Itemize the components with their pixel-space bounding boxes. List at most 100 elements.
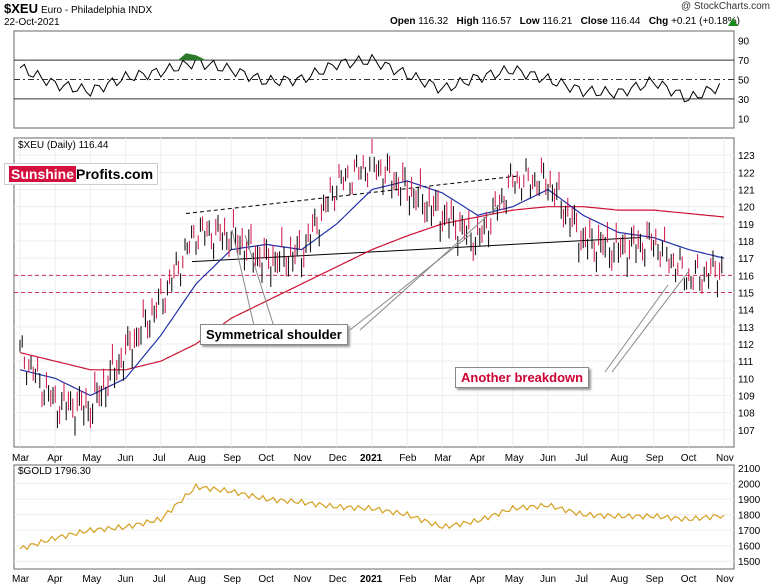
gold-panel-label: $GOLD 1796.30 [18, 466, 91, 477]
price-tick-label: 118 [738, 237, 754, 248]
gold-tick-label: 1500 [738, 557, 761, 568]
chg-label: Chg [648, 16, 669, 27]
ma-50-line [19, 180, 725, 397]
gold-x-tick-label: Mar [12, 574, 30, 585]
gold-tick-label: 1900 [738, 495, 761, 506]
gold-x-tick-label: Aug [610, 574, 628, 585]
breakdown-pointer-line [611, 271, 689, 373]
price-x-tick-label: May [505, 453, 524, 464]
price-x-tick-label: Apr [470, 453, 486, 464]
price-x-tick-label: Oct [681, 453, 697, 464]
shoulder-pointer-line [231, 229, 256, 331]
gold-tick-label: 1800 [738, 511, 761, 522]
price-tick-label: 113 [738, 323, 754, 334]
price-tick-label: 117 [738, 254, 754, 265]
shoulder-pointer-line [349, 234, 471, 331]
gold-x-tick-label: Oct [258, 574, 274, 585]
gold-x-tick-label: Sep [646, 574, 664, 585]
rsi-line [19, 53, 721, 103]
shoulder-pointer-line [359, 199, 506, 331]
price-x-tick-label: 2021 [360, 453, 383, 464]
gold-x-tick-label: Jul [575, 574, 588, 585]
price-x-tick-label: May [82, 453, 101, 464]
price-tick-label: 119 [738, 220, 754, 231]
gold-x-tick-label: Aug [188, 574, 206, 585]
gold-x-tick-label: 2021 [360, 574, 383, 585]
price-x-tick-label: Sep [223, 453, 241, 464]
gold-x-tick-label: Jun [118, 574, 134, 585]
upper-trendline [185, 175, 521, 215]
price-tick-label: 123 [738, 151, 755, 162]
high-label: High [456, 16, 479, 27]
price-x-tick-label: Mar [12, 453, 30, 464]
gold-x-tick-label: Apr [47, 574, 63, 585]
symbol-description: Euro - Philadelphia INDX [40, 5, 153, 16]
shoulder-pointer-line [244, 234, 276, 331]
price-tick-label: 115 [738, 289, 754, 300]
close-label: Close [580, 16, 608, 27]
gold-x-tick-label: Mar [434, 574, 452, 585]
price-panel-label: $XEU (Daily) 116.44 [18, 140, 109, 151]
price-tick-label: 114 [738, 306, 754, 317]
price-x-tick-label: Jul [575, 453, 588, 464]
gold-x-tick-label: Oct [681, 574, 697, 585]
stockcharts-credit: @ StockCharts.com [680, 1, 770, 12]
price-x-tick-label: Jun [118, 453, 134, 464]
high-value: 116.57 [481, 16, 512, 27]
gold-tick-label: 2000 [738, 480, 761, 491]
rsi-overbought-fill [178, 53, 206, 61]
gold-x-tick-label: Nov [716, 574, 734, 585]
price-x-tick-label: Nov [294, 453, 312, 464]
low-value: 116.21 [542, 16, 573, 27]
gold-x-tick-label: Nov [294, 574, 312, 585]
price-x-tick-label: Jul [153, 453, 166, 464]
price-x-tick-label: Oct [258, 453, 274, 464]
open-value: 116.32 [418, 16, 449, 27]
price-x-tick-label: Dec [329, 453, 347, 464]
up-arrow-icon [728, 18, 738, 26]
ma-200-line [19, 206, 725, 371]
rsi-tick-label: 70 [738, 56, 750, 67]
gold-x-tick-label: May [505, 574, 524, 585]
price-tick-label: 110 [738, 374, 754, 385]
price-x-tick-label: Nov [716, 453, 734, 464]
gold-x-tick-label: Feb [399, 574, 417, 585]
gold-line [19, 482, 725, 551]
gold-x-tick-label: May [82, 574, 101, 585]
logo-part1: Sunshine [9, 166, 77, 182]
logo-part2: Profits.com [76, 166, 154, 182]
close-value: 116.44 [610, 16, 641, 27]
price-x-tick-label: Jun [540, 453, 556, 464]
price-x-tick-label: Mar [434, 453, 452, 464]
price-tick-label: 109 [738, 392, 755, 403]
open-label: Open [389, 16, 416, 27]
rsi-tick-label: 10 [738, 114, 750, 125]
annotation-breakdown: Another breakdown [455, 367, 590, 388]
gold-x-tick-label: Apr [470, 574, 486, 585]
sunshine-profits-logo: Sunshine Profits.com [4, 163, 159, 185]
price-tick-label: 107 [738, 426, 755, 437]
price-x-tick-label: Aug [188, 453, 206, 464]
rsi-tick-label: 50 [738, 76, 750, 87]
price-tick-label: 121 [738, 186, 755, 197]
gold-tick-label: 2100 [738, 464, 761, 475]
gold-x-tick-label: Jun [540, 574, 556, 585]
gold-tick-label: 1600 [738, 542, 761, 553]
rsi-tick-label: 90 [738, 37, 750, 48]
low-label: Low [519, 16, 540, 27]
gold-x-tick-label: Jul [153, 574, 166, 585]
annotation-shoulder: Symmetrical shoulder [200, 324, 348, 345]
quote-summary: Open 116.32 High 116.57 Low 116.21 Close… [390, 16, 740, 27]
price-tick-label: 108 [738, 409, 755, 420]
price-tick-label: 122 [738, 168, 755, 179]
breakdown-pointer-line [604, 284, 669, 373]
price-tick-label: 111 [738, 357, 754, 368]
chart-date: 22-Oct-2021 [4, 17, 60, 28]
chg-value: +0.21 (+0.18%) [671, 16, 740, 27]
price-x-tick-label: Apr [47, 453, 63, 464]
chart-symbol: $XEU Euro - Philadelphia INDX [4, 1, 152, 16]
gold-x-tick-label: Sep [223, 574, 241, 585]
price-x-tick-label: Sep [646, 453, 664, 464]
price-x-tick-label: Aug [610, 453, 628, 464]
